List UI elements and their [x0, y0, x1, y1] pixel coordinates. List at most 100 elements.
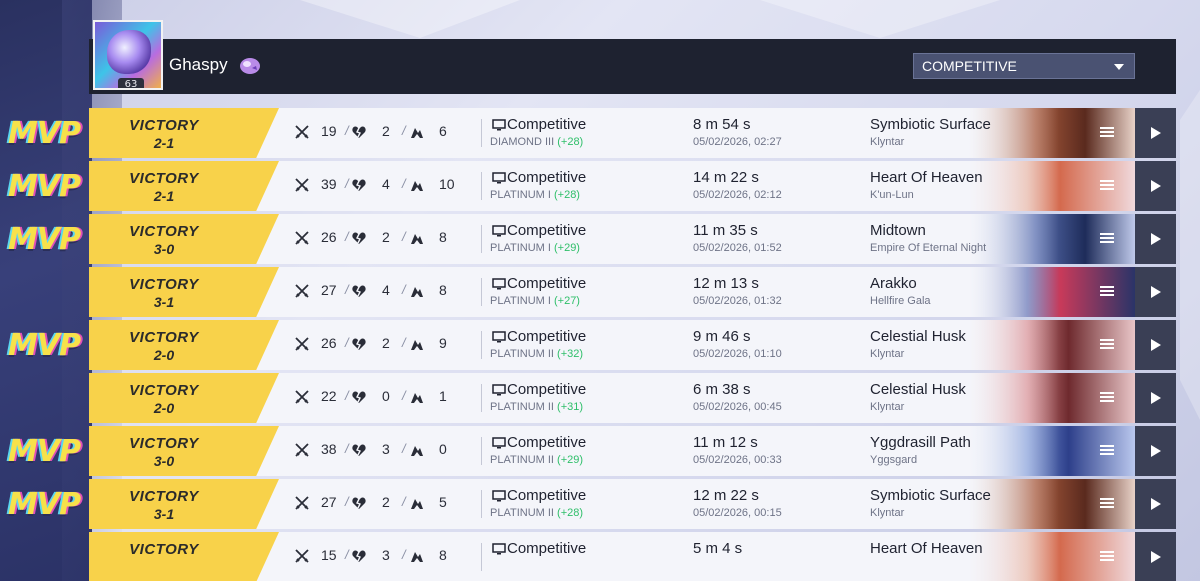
map-name: Midtown: [870, 222, 926, 239]
kills-value: 15: [321, 547, 337, 563]
rank-info: PLATINUM II (+31): [490, 401, 583, 413]
rank-info: PLATINUM I (+29): [490, 242, 580, 254]
monitor-icon: [492, 171, 506, 184]
match-row[interactable]: VICTORY 2-1 39 / 4 / 10 Competitive PLAT…: [89, 161, 1176, 211]
match-datetime: 05/02/2026, 02:12: [693, 189, 782, 201]
replay-play-button[interactable]: [1135, 532, 1176, 581]
match-duration: 11 m 12 s: [693, 434, 758, 451]
kills-value: 39: [321, 176, 337, 192]
assists-icon: [409, 548, 425, 564]
assists-value: 8: [439, 229, 447, 245]
match-row[interactable]: VICTORY 15 / 3 / 8 Competitive 5 m 4 s H…: [89, 532, 1176, 581]
kills-value: 26: [321, 229, 337, 245]
deaths-value: 4: [382, 282, 390, 298]
result-label: VICTORY: [129, 170, 199, 187]
result-label: VICTORY: [129, 329, 199, 346]
deaths-value: 2: [382, 229, 390, 245]
replay-play-button[interactable]: [1135, 267, 1176, 317]
player-avatar[interactable]: 63: [93, 20, 163, 90]
mvp-badge: MVP: [8, 328, 81, 363]
mvp-badge: MVP: [8, 116, 81, 151]
match-duration: 9 m 46 s: [693, 328, 751, 345]
result-label: VICTORY: [129, 382, 199, 399]
menu-icon[interactable]: [1097, 125, 1117, 141]
result-banner: VICTORY 2-1: [89, 108, 279, 158]
menu-icon[interactable]: [1097, 337, 1117, 353]
match-row[interactable]: VICTORY 2-1 19 / 2 / 6 Competitive DIAMO…: [89, 108, 1176, 158]
map-thumbnail: [969, 161, 1135, 211]
match-row[interactable]: VICTORY 3-1 27 / 4 / 8 Competitive PLATI…: [89, 267, 1176, 317]
rank-info: PLATINUM I (+28): [490, 189, 580, 201]
column-divider: [481, 119, 482, 147]
rank-delta: (+29): [553, 242, 580, 254]
replay-play-button[interactable]: [1135, 479, 1176, 529]
chevron-down-icon: [1114, 64, 1124, 70]
assists-value: 6: [439, 123, 447, 139]
match-row[interactable]: VICTORY 3-1 27 / 2 / 5 Competitive PLATI…: [89, 479, 1176, 529]
deaths-icon: [351, 495, 367, 511]
match-datetime: 05/02/2026, 01:10: [693, 348, 782, 360]
round-score: 3-0: [153, 453, 175, 469]
match-row[interactable]: VICTORY 2-0 22 / 0 / 1 Competitive PLATI…: [89, 373, 1176, 423]
kills-value: 38: [321, 441, 337, 457]
round-score: 2-1: [153, 135, 175, 151]
assists-icon: [409, 495, 425, 511]
monitor-icon: [492, 436, 506, 449]
game-mode: Competitive: [507, 328, 587, 345]
monitor-icon: [492, 118, 506, 131]
deaths-icon: [351, 124, 367, 140]
assists-value: 9: [439, 335, 447, 351]
menu-icon[interactable]: [1097, 549, 1117, 565]
kills-icon: [294, 548, 310, 564]
deaths-value: 4: [382, 176, 390, 192]
assists-icon: [409, 389, 425, 405]
round-score: 2-0: [153, 400, 175, 416]
deaths-icon: [351, 336, 367, 352]
column-divider: [481, 331, 482, 359]
column-divider: [481, 278, 482, 306]
menu-icon[interactable]: [1097, 443, 1117, 459]
menu-icon[interactable]: [1097, 178, 1117, 194]
kills-icon: [294, 230, 310, 246]
result-banner: VICTORY 3-1: [89, 267, 279, 317]
menu-icon[interactable]: [1097, 390, 1117, 406]
replay-play-button[interactable]: [1135, 108, 1176, 158]
deaths-icon: [351, 548, 367, 564]
map-region: Empire Of Eternal Night: [870, 242, 987, 254]
replay-play-button[interactable]: [1135, 373, 1176, 423]
replay-play-button[interactable]: [1135, 161, 1176, 211]
rank-tier: PLATINUM I: [490, 242, 551, 254]
match-row[interactable]: VICTORY 3-0 26 / 2 / 8 Competitive PLATI…: [89, 214, 1176, 264]
menu-icon[interactable]: [1097, 231, 1117, 247]
result-banner: VICTORY 2-0: [89, 373, 279, 423]
assists-icon: [409, 230, 425, 246]
assists-icon: [409, 177, 425, 193]
replay-play-button[interactable]: [1135, 320, 1176, 370]
mvp-badge: MVP: [8, 487, 81, 522]
menu-icon[interactable]: [1097, 284, 1117, 300]
result-banner: VICTORY 2-1: [89, 161, 279, 211]
avatar-art: [107, 30, 151, 74]
map-region: Klyntar: [870, 348, 905, 360]
map-region: Klyntar: [870, 507, 905, 519]
mode-filter-value: COMPETITIVE: [922, 58, 1017, 74]
assists-icon: [409, 283, 425, 299]
deaths-value: 2: [382, 123, 390, 139]
assists-value: 1: [439, 388, 447, 404]
kills-icon: [294, 442, 310, 458]
map-name: Yggdrasill Path: [870, 434, 971, 451]
result-banner: VICTORY 3-0: [89, 214, 279, 264]
monitor-icon: [492, 383, 506, 396]
map-name: Heart Of Heaven: [870, 169, 983, 186]
mode-filter-dropdown[interactable]: COMPETITIVE: [913, 53, 1135, 79]
assists-value: 8: [439, 282, 447, 298]
stat-separator: /: [345, 335, 349, 350]
round-score: 3-0: [153, 241, 175, 257]
menu-icon[interactable]: [1097, 496, 1117, 512]
replay-play-button[interactable]: [1135, 214, 1176, 264]
round-score: 3-1: [153, 506, 175, 522]
replay-play-button[interactable]: [1135, 426, 1176, 476]
match-row[interactable]: VICTORY 3-0 38 / 3 / 0 Competitive PLATI…: [89, 426, 1176, 476]
match-row[interactable]: VICTORY 2-0 26 / 2 / 9 Competitive PLATI…: [89, 320, 1176, 370]
kills-icon: [294, 177, 310, 193]
